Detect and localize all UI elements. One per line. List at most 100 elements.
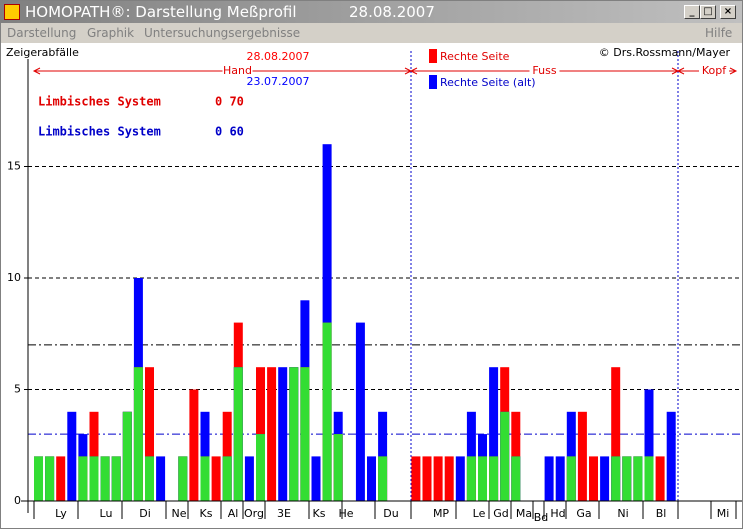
bar-overlap (489, 456, 499, 501)
y-tick-label: 0 (14, 494, 21, 507)
x-tick-label: Ne (172, 507, 187, 520)
window-title: HOMOPATH®: Darstellung Meßprofil (25, 3, 297, 21)
bar (655, 456, 665, 501)
bar-overlap (111, 456, 121, 501)
bar-overlap (644, 456, 654, 501)
bar (278, 367, 288, 501)
bar-overlap (622, 456, 632, 501)
x-tick-label: 3E (277, 507, 291, 520)
bar (577, 411, 587, 501)
bar (544, 456, 554, 501)
bar-overlap (466, 456, 476, 501)
x-tick-label: He (338, 507, 353, 520)
bar (244, 456, 254, 501)
bar-overlap (611, 456, 621, 501)
x-tick-label: Le (473, 507, 486, 520)
series-date: 28.08.2007 (247, 50, 310, 63)
menu-item[interactable]: Graphik (87, 26, 135, 40)
bar (367, 456, 376, 501)
bar-overlap (145, 456, 154, 501)
bar (455, 456, 465, 501)
minimize-button[interactable]: _ (684, 5, 700, 19)
x-tick-label: Bl (656, 507, 667, 520)
bar (555, 456, 565, 501)
bar-overlap (133, 367, 143, 501)
close-button[interactable]: × (720, 5, 736, 19)
x-tick-label: Lu (100, 507, 113, 520)
legend-label: Rechte Seite (alt) (440, 76, 536, 89)
y-tick-label: 5 (14, 383, 21, 396)
bar (422, 456, 432, 501)
bar (411, 456, 421, 501)
bar (589, 456, 598, 501)
x-tick-label: Du (383, 507, 398, 520)
x-tick-label: Bd (534, 511, 549, 524)
bar-overlap (478, 456, 487, 501)
bar-overlap (511, 456, 521, 501)
bar (433, 456, 443, 501)
bar (644, 389, 654, 501)
bar (56, 456, 66, 501)
bar (444, 456, 454, 501)
section-label: Kopf (702, 64, 727, 77)
bar (189, 389, 199, 501)
section-label: Fuss (532, 64, 556, 77)
x-tick-label: Gd (493, 507, 509, 520)
x-tick-label: Ly (55, 507, 67, 520)
x-tick-label: Ks (313, 507, 326, 520)
bar-overlap (322, 322, 332, 501)
bar (311, 456, 321, 501)
bar-overlap (34, 456, 43, 501)
bar (355, 322, 365, 501)
bar (67, 411, 77, 501)
y-tick-label: 15 (7, 160, 21, 173)
label-bg (699, 64, 729, 78)
title-bar: HOMOPATH®: Darstellung Meßprofil 28.08.2… (1, 1, 742, 23)
annotation-text: Limbisches System (38, 95, 161, 109)
x-tick-label: Mi (717, 507, 730, 520)
label-bg (222, 64, 253, 78)
bar-overlap (256, 434, 265, 501)
section-label: Hand (223, 64, 252, 77)
legend-label: Rechte Seite (440, 50, 510, 63)
x-tick-label: Ga (576, 507, 591, 520)
bar-overlap (45, 456, 55, 501)
x-tick-label: Ni (617, 507, 628, 520)
menu-item[interactable]: Darstellung (7, 26, 77, 40)
bar-overlap (378, 456, 388, 501)
bar-overlap (566, 456, 576, 501)
app-icon (4, 4, 20, 20)
bar-overlap (233, 367, 243, 501)
maximize-button[interactable]: □ (700, 5, 716, 19)
bar (211, 456, 221, 501)
bar-overlap (222, 456, 232, 501)
label-bg (529, 64, 560, 78)
x-tick-label: MP (433, 507, 449, 520)
menu-item[interactable]: Hilfe (705, 26, 733, 40)
bar (145, 367, 154, 501)
annotation-value: 0 60 (215, 125, 244, 139)
arrow-head (676, 67, 738, 75)
y-axis-label: Zeigerabfälle (6, 46, 79, 59)
bar-overlap (122, 411, 132, 501)
bar (267, 367, 277, 501)
bar (156, 456, 166, 501)
bar-overlap (289, 367, 299, 501)
annotation-text: Limbisches System (38, 125, 161, 139)
x-tick-label: Ma (516, 507, 532, 520)
x-tick-label: Hd (550, 507, 565, 520)
chart: 0 5 10 15 Hand Fuss Kopf Zeigerabfälle © Drs.Ros… (1, 43, 742, 528)
x-tick-label: Al (228, 507, 239, 520)
bar-overlap (78, 456, 88, 501)
bar (322, 144, 332, 501)
copyright: © Drs.Rossmann/Mayer (599, 46, 731, 59)
bar-overlap (333, 434, 343, 501)
x-tick-label: Org (244, 507, 264, 520)
bar-overlap (178, 456, 188, 501)
bar (489, 367, 499, 501)
bar-overlap (100, 456, 110, 501)
bar-overlap (200, 456, 210, 501)
window-date: 28.08.2007 (349, 3, 435, 21)
menu-item[interactable]: Untersuchungsergebnisse (144, 26, 301, 40)
